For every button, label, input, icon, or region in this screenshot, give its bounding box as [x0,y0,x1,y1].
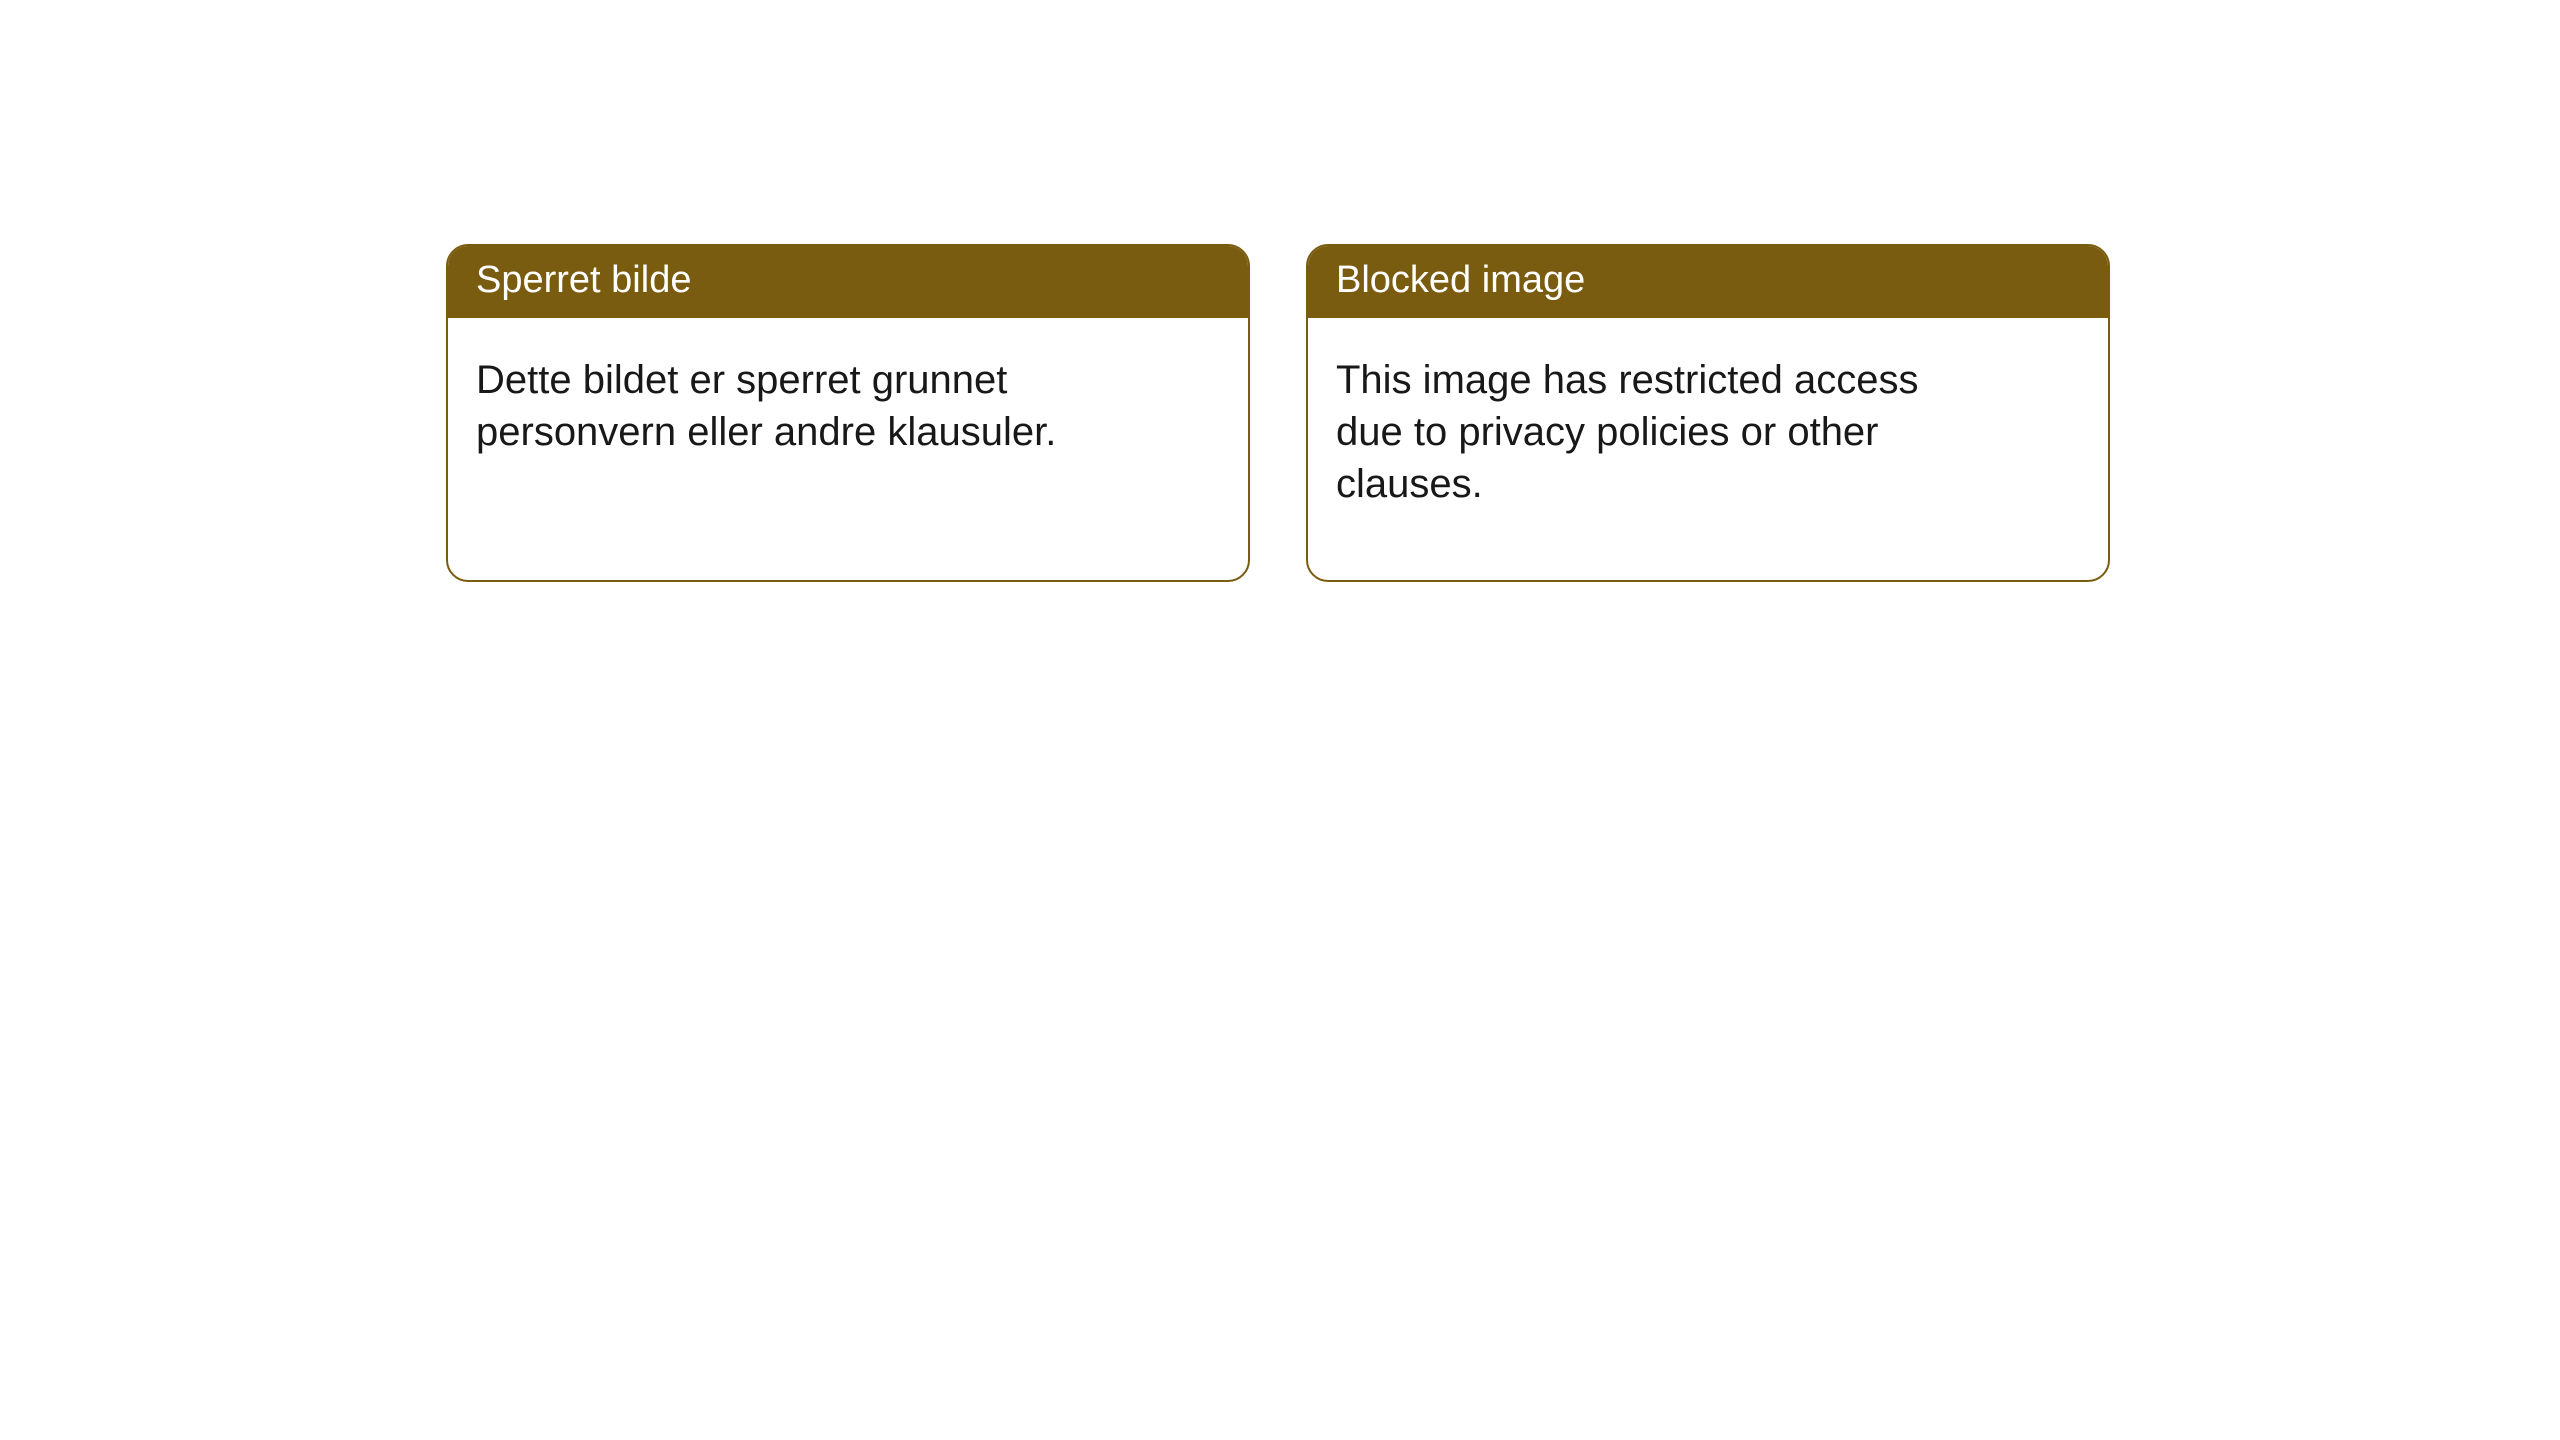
notice-body-norwegian: Dette bildet er sperret grunnet personve… [448,318,1128,528]
notice-header-english: Blocked image [1308,246,2108,318]
notice-card-english: Blocked image This image has restricted … [1306,244,2110,582]
notice-container: Sperret bilde Dette bildet er sperret gr… [0,0,2560,582]
notice-card-norwegian: Sperret bilde Dette bildet er sperret gr… [446,244,1250,582]
notice-body-english: This image has restricted access due to … [1308,318,1988,580]
notice-header-norwegian: Sperret bilde [448,246,1248,318]
